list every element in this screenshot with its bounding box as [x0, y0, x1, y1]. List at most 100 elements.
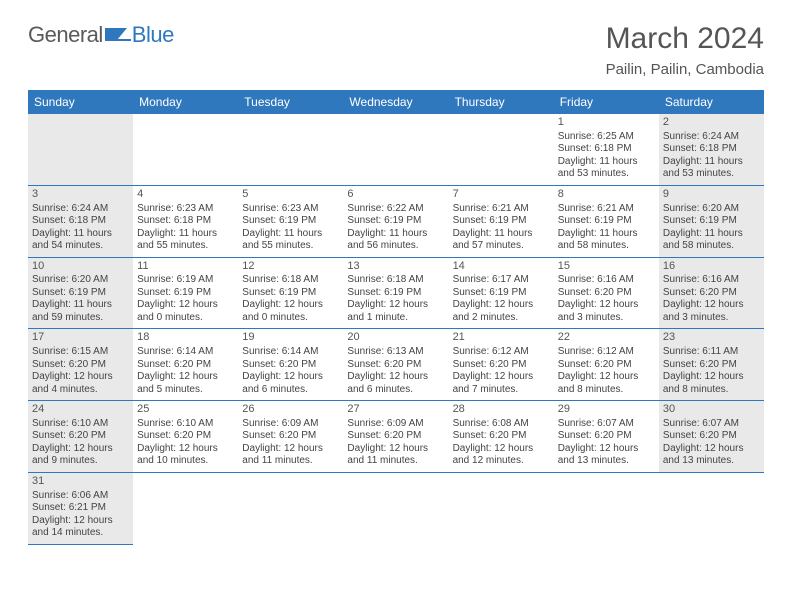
- daylight-text: Daylight: 12 hours and 1 minute.: [347, 299, 444, 324]
- daylight-text: Daylight: 12 hours and 8 minutes.: [663, 371, 760, 396]
- calendar-day: 14Sunrise: 6:17 AMSunset: 6:19 PMDayligh…: [449, 257, 554, 329]
- calendar-empty-cell: [343, 114, 448, 185]
- calendar-body: 1Sunrise: 6:25 AMSunset: 6:18 PMDaylight…: [28, 114, 764, 544]
- sunrise-text: Sunrise: 6:12 AM: [558, 346, 655, 359]
- calendar-day: 22Sunrise: 6:12 AMSunset: 6:20 PMDayligh…: [554, 329, 659, 401]
- day-number: 3: [32, 188, 129, 202]
- sunset-text: Sunset: 6:19 PM: [453, 215, 550, 228]
- sunset-text: Sunset: 6:19 PM: [347, 287, 444, 300]
- day-number: 14: [453, 260, 550, 274]
- calendar-day: 12Sunrise: 6:18 AMSunset: 6:19 PMDayligh…: [238, 257, 343, 329]
- title-block: March 2024 Pailin, Pailin, Cambodia: [606, 22, 764, 78]
- day-number: 17: [32, 331, 129, 345]
- calendar-day: 29Sunrise: 6:07 AMSunset: 6:20 PMDayligh…: [554, 401, 659, 473]
- calendar-empty-cell: [449, 114, 554, 185]
- calendar-day: 20Sunrise: 6:13 AMSunset: 6:20 PMDayligh…: [343, 329, 448, 401]
- day-number: 20: [347, 331, 444, 345]
- calendar-empty-cell: [28, 114, 133, 185]
- daylight-text: Daylight: 11 hours and 53 minutes.: [558, 156, 655, 181]
- calendar-day: 27Sunrise: 6:09 AMSunset: 6:20 PMDayligh…: [343, 401, 448, 473]
- sunset-text: Sunset: 6:19 PM: [137, 287, 234, 300]
- day-number: 4: [137, 188, 234, 202]
- calendar-day: 6Sunrise: 6:22 AMSunset: 6:19 PMDaylight…: [343, 185, 448, 257]
- calendar-day: 24Sunrise: 6:10 AMSunset: 6:20 PMDayligh…: [28, 401, 133, 473]
- sunset-text: Sunset: 6:20 PM: [32, 430, 129, 443]
- calendar-day: 13Sunrise: 6:18 AMSunset: 6:19 PMDayligh…: [343, 257, 448, 329]
- calendar-empty-cell: [238, 472, 343, 544]
- sunset-text: Sunset: 6:20 PM: [663, 359, 760, 372]
- sunset-text: Sunset: 6:20 PM: [347, 430, 444, 443]
- daylight-text: Daylight: 11 hours and 56 minutes.: [347, 228, 444, 253]
- calendar-day: 25Sunrise: 6:10 AMSunset: 6:20 PMDayligh…: [133, 401, 238, 473]
- day-number: 19: [242, 331, 339, 345]
- sunset-text: Sunset: 6:18 PM: [558, 143, 655, 156]
- calendar-day: 31Sunrise: 6:06 AMSunset: 6:21 PMDayligh…: [28, 472, 133, 544]
- sunset-text: Sunset: 6:19 PM: [32, 287, 129, 300]
- sunset-text: Sunset: 6:20 PM: [453, 359, 550, 372]
- sunrise-text: Sunrise: 6:08 AM: [453, 418, 550, 431]
- calendar-day: 5Sunrise: 6:23 AMSunset: 6:19 PMDaylight…: [238, 185, 343, 257]
- day-number: 2: [663, 116, 760, 130]
- day-number: 24: [32, 403, 129, 417]
- daylight-text: Daylight: 12 hours and 12 minutes.: [453, 443, 550, 468]
- calendar-day: 9Sunrise: 6:20 AMSunset: 6:19 PMDaylight…: [659, 185, 764, 257]
- weekday-header: Wednesday: [343, 90, 448, 114]
- calendar-day: 28Sunrise: 6:08 AMSunset: 6:20 PMDayligh…: [449, 401, 554, 473]
- sunrise-text: Sunrise: 6:09 AM: [242, 418, 339, 431]
- daylight-text: Daylight: 11 hours and 58 minutes.: [558, 228, 655, 253]
- calendar-day: 26Sunrise: 6:09 AMSunset: 6:20 PMDayligh…: [238, 401, 343, 473]
- calendar-empty-cell: [343, 472, 448, 544]
- sunset-text: Sunset: 6:18 PM: [137, 215, 234, 228]
- weekday-header: Thursday: [449, 90, 554, 114]
- sunset-text: Sunset: 6:20 PM: [347, 359, 444, 372]
- logo-text-1: General: [28, 22, 103, 48]
- calendar-row: 1Sunrise: 6:25 AMSunset: 6:18 PMDaylight…: [28, 114, 764, 185]
- sunrise-text: Sunrise: 6:17 AM: [453, 274, 550, 287]
- sunrise-text: Sunrise: 6:25 AM: [558, 131, 655, 144]
- daylight-text: Daylight: 12 hours and 0 minutes.: [137, 299, 234, 324]
- sunrise-text: Sunrise: 6:23 AM: [137, 203, 234, 216]
- day-number: 7: [453, 188, 550, 202]
- day-number: 9: [663, 188, 760, 202]
- daylight-text: Daylight: 12 hours and 6 minutes.: [347, 371, 444, 396]
- calendar-day: 17Sunrise: 6:15 AMSunset: 6:20 PMDayligh…: [28, 329, 133, 401]
- sunrise-text: Sunrise: 6:19 AM: [137, 274, 234, 287]
- daylight-text: Daylight: 12 hours and 7 minutes.: [453, 371, 550, 396]
- calendar-day: 7Sunrise: 6:21 AMSunset: 6:19 PMDaylight…: [449, 185, 554, 257]
- sunset-text: Sunset: 6:19 PM: [242, 287, 339, 300]
- day-number: 31: [32, 475, 129, 489]
- sunrise-text: Sunrise: 6:21 AM: [453, 203, 550, 216]
- sunrise-text: Sunrise: 6:11 AM: [663, 346, 760, 359]
- sunset-text: Sunset: 6:20 PM: [32, 359, 129, 372]
- sunset-text: Sunset: 6:20 PM: [242, 359, 339, 372]
- sunset-text: Sunset: 6:20 PM: [663, 287, 760, 300]
- daylight-text: Daylight: 11 hours and 57 minutes.: [453, 228, 550, 253]
- weekday-header: Tuesday: [238, 90, 343, 114]
- calendar-row: 3Sunrise: 6:24 AMSunset: 6:18 PMDaylight…: [28, 185, 764, 257]
- sunrise-text: Sunrise: 6:10 AM: [137, 418, 234, 431]
- sunrise-text: Sunrise: 6:22 AM: [347, 203, 444, 216]
- day-number: 8: [558, 188, 655, 202]
- logo-flag-icon: [105, 22, 131, 48]
- daylight-text: Daylight: 12 hours and 10 minutes.: [137, 443, 234, 468]
- weekday-header: Saturday: [659, 90, 764, 114]
- weekday-header: Sunday: [28, 90, 133, 114]
- sunset-text: Sunset: 6:19 PM: [558, 215, 655, 228]
- day-number: 30: [663, 403, 760, 417]
- weekday-header-row: SundayMondayTuesdayWednesdayThursdayFrid…: [28, 90, 764, 114]
- daylight-text: Daylight: 12 hours and 3 minutes.: [663, 299, 760, 324]
- sunrise-text: Sunrise: 6:23 AM: [242, 203, 339, 216]
- weekday-header: Monday: [133, 90, 238, 114]
- sunrise-text: Sunrise: 6:07 AM: [663, 418, 760, 431]
- daylight-text: Daylight: 12 hours and 2 minutes.: [453, 299, 550, 324]
- day-number: 26: [242, 403, 339, 417]
- sunset-text: Sunset: 6:20 PM: [453, 430, 550, 443]
- calendar-day: 8Sunrise: 6:21 AMSunset: 6:19 PMDaylight…: [554, 185, 659, 257]
- daylight-text: Daylight: 12 hours and 13 minutes.: [558, 443, 655, 468]
- sunrise-text: Sunrise: 6:06 AM: [32, 490, 129, 503]
- sunset-text: Sunset: 6:20 PM: [558, 430, 655, 443]
- sunrise-text: Sunrise: 6:20 AM: [663, 203, 760, 216]
- day-number: 27: [347, 403, 444, 417]
- day-number: 21: [453, 331, 550, 345]
- daylight-text: Daylight: 11 hours and 55 minutes.: [242, 228, 339, 253]
